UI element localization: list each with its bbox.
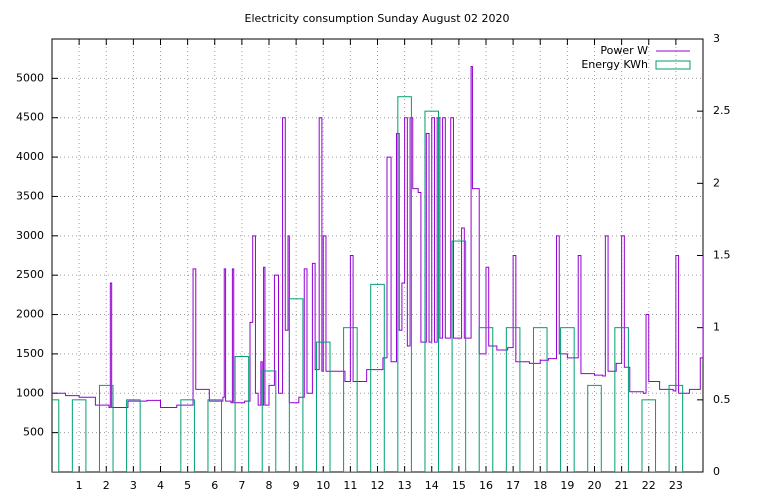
y-tick-label: 500	[23, 426, 44, 439]
energy-box	[234, 356, 250, 472]
x-tick-label: 18	[533, 479, 547, 492]
y-tick-label: 1500	[16, 347, 44, 360]
x-tick-label: 6	[211, 479, 218, 492]
legend-swatch	[655, 60, 691, 70]
energy-box	[288, 298, 304, 472]
energy-box	[370, 283, 385, 472]
y2-tick-label: 3	[713, 32, 720, 45]
x-tick-label: 3	[130, 479, 137, 492]
y-tick-label: 5000	[16, 71, 44, 84]
x-tick-label: 17	[506, 479, 520, 492]
x-tick-label: 4	[157, 479, 164, 492]
legend-label: Energy KWh	[581, 58, 648, 71]
energy-box	[98, 384, 114, 472]
x-tick-label: 21	[615, 479, 629, 492]
energy-box	[424, 110, 440, 472]
y2-tick-label: 1.5	[713, 249, 731, 262]
x-tick-label: 7	[238, 479, 245, 492]
plot-area	[52, 66, 703, 472]
energy-box	[668, 384, 684, 472]
x-tick-label: 9	[293, 479, 300, 492]
x-tick-label: 23	[669, 479, 683, 492]
y-tick-label: 3500	[16, 189, 44, 202]
energy-box	[207, 399, 223, 472]
legend-label: Power W	[600, 44, 648, 57]
energy-box	[641, 399, 657, 472]
x-tick-label: 14	[425, 479, 439, 492]
energy-box	[180, 399, 195, 472]
y-tick-label: 2000	[16, 308, 44, 321]
energy-box	[478, 327, 494, 472]
energy-box	[532, 327, 548, 472]
y2-tick-label: 1	[713, 321, 720, 334]
energy-box	[397, 96, 412, 472]
x-tick-label: 11	[343, 479, 357, 492]
x-tick-label: 19	[560, 479, 574, 492]
x-tick-label: 22	[642, 479, 656, 492]
energy-box	[451, 240, 467, 472]
y2-tick-label: 2.5	[713, 104, 731, 117]
y-tick-label: 1000	[16, 386, 44, 399]
x-tick-label: 1	[76, 479, 83, 492]
energy-box	[126, 399, 141, 472]
energy-box	[261, 370, 277, 472]
x-tick-label: 13	[398, 479, 412, 492]
x-tick-label: 15	[452, 479, 466, 492]
y2-tick-label: 0	[713, 465, 720, 478]
energy-box	[315, 341, 331, 472]
y-tick-label: 4000	[16, 150, 44, 163]
energy-box	[343, 327, 358, 472]
chart-title: Electricity consumption Sunday August 02…	[245, 12, 510, 25]
y2-tick-label: 0.5	[713, 393, 731, 406]
x-tick-label: 16	[479, 479, 493, 492]
x-tick-label: 10	[316, 479, 330, 492]
x-tick-label: 8	[266, 479, 273, 492]
energy-box	[505, 327, 521, 472]
y-tick-label: 2500	[16, 268, 44, 281]
y2-tick-label: 2	[713, 176, 720, 189]
energy-box	[587, 384, 602, 472]
energy-box	[71, 399, 87, 472]
y-tick-label: 3000	[16, 229, 44, 242]
x-tick-label: 12	[371, 479, 385, 492]
x-tick-label: 2	[103, 479, 110, 492]
power-line	[52, 66, 703, 408]
energy-box	[614, 327, 629, 472]
energy-box	[52, 399, 60, 472]
x-tick-label: 5	[184, 479, 191, 492]
y-tick-label: 4500	[16, 111, 44, 124]
x-tick-label: 20	[588, 479, 602, 492]
energy-box	[560, 327, 575, 472]
